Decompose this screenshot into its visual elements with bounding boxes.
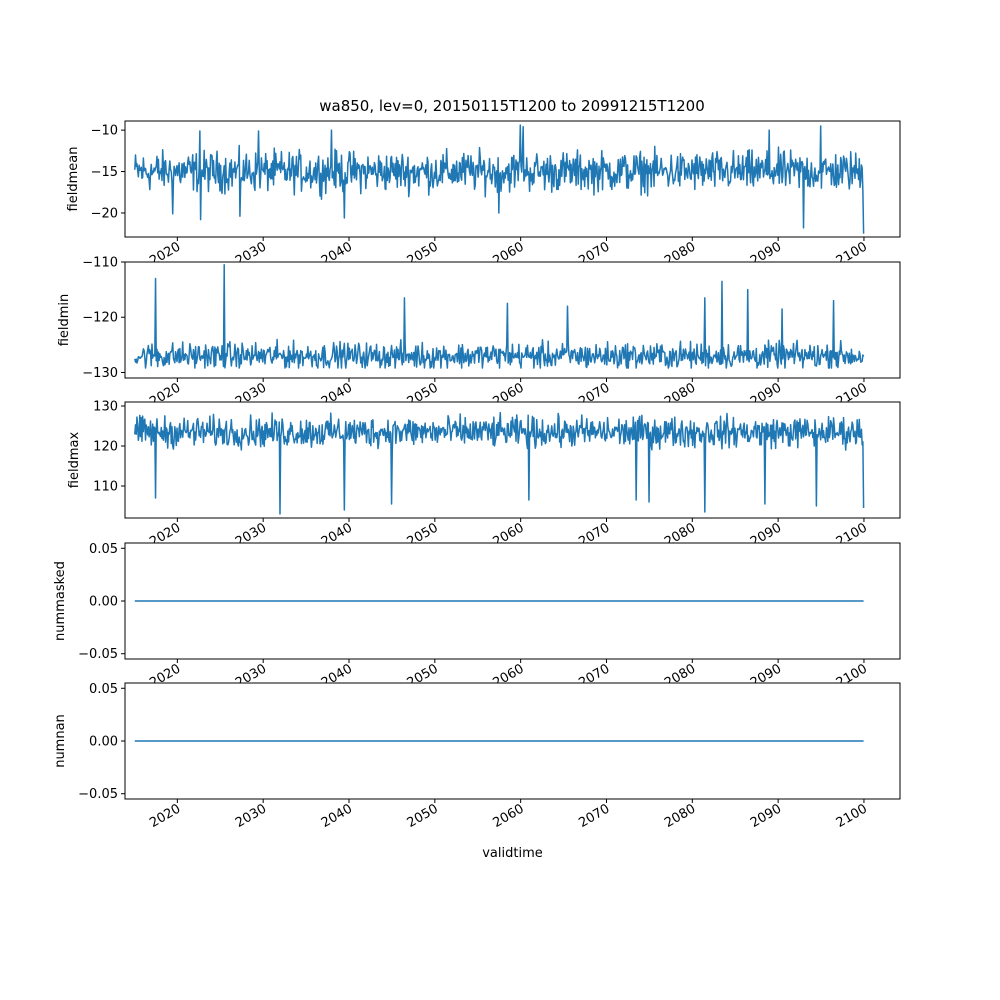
x-tick-label: 2090: [748, 801, 784, 831]
x-tick-label: 2020: [147, 801, 183, 831]
axes-frame: [124, 401, 901, 519]
y-axis-label: fieldmean: [66, 147, 81, 212]
figure-title: wa850, lev=0, 20150115T1200 to 20991215T…: [319, 97, 705, 115]
y-tick-label: 0.00: [89, 595, 118, 610]
y-tick-label: 0.00: [89, 735, 118, 750]
y-axis-label: nummasked: [53, 561, 68, 641]
y-tick-label: 0.05: [89, 542, 118, 557]
y-tick-label: 120: [93, 440, 118, 455]
x-tick-label: 2080: [662, 801, 698, 831]
x-tick-label: 2040: [319, 801, 355, 831]
x-tick-label: 2070: [576, 801, 612, 831]
panels-group: −10 −15 −20 fieldmean 2020 2030 2040 2050 2060 20…: [53, 120, 901, 861]
subplot-numnan: 0.05 0.00 −0.05 numnan 2020 2030 2040 2050 2060 2…: [53, 682, 901, 831]
x-axis-label: validtime: [482, 846, 543, 861]
y-tick-label: 0.05: [89, 682, 118, 697]
y-tick-label: −0.05: [78, 787, 118, 802]
axes-frame: [124, 261, 901, 379]
y-tick-label: −110: [82, 256, 118, 271]
y-tick-label: −20: [91, 206, 118, 221]
y-tick-label: −10: [91, 124, 118, 139]
y-axis-label: fieldmin: [57, 294, 72, 347]
y-axis-label: fieldmax: [67, 432, 82, 489]
y-tick-label: −0.05: [78, 647, 118, 662]
y-axis-label: numnan: [53, 714, 68, 768]
y-tick-label: −120: [82, 311, 118, 326]
y-tick-label: 130: [93, 400, 118, 415]
series-line-fieldmin: [134, 264, 865, 369]
x-tick-label: 2060: [490, 801, 526, 831]
x-tick-label: 2050: [405, 801, 441, 831]
x-tick-label: 2030: [233, 801, 269, 831]
axes-frame: [124, 120, 901, 238]
y-tick-label: −130: [82, 366, 118, 381]
series-line-fieldmax: [134, 411, 865, 515]
y-tick-label: −15: [91, 165, 118, 180]
x-tick-label: 2100: [834, 801, 870, 831]
series-line-fieldmean: [134, 124, 865, 234]
y-tick-label: 110: [93, 480, 118, 495]
